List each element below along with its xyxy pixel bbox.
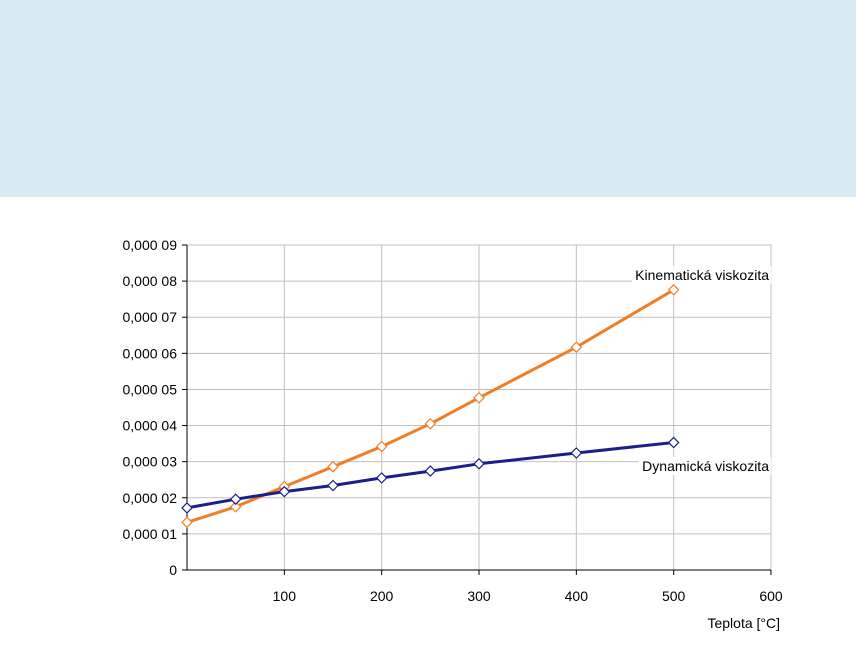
x-tick-label: 300 [467,588,491,604]
x-tick-label: 400 [565,588,589,604]
data-point-marker [375,472,388,484]
data-point-marker [375,440,388,453]
data-point-marker [327,460,339,473]
x-tick-label: 100 [273,588,297,604]
data-point-marker [570,341,583,354]
series-0 [181,283,680,529]
x-tick-label: 600 [759,588,783,604]
y-tick-labels: 0 0,000 01 0,000 02 0,000 03 0,000 04 0,000 0… [123,237,178,578]
data-point-marker [473,391,485,404]
data-point-marker [181,516,193,529]
x-tick-label: 200 [370,588,394,604]
y-tick-label: 0,000 06 [123,345,178,361]
y-tick-label: 0,000 03 [123,454,178,470]
x-tick-label: 500 [662,588,686,604]
axes [182,244,772,575]
data-point-marker [424,417,437,430]
data-point-marker [181,502,193,514]
y-tick-label: 0,000 05 [123,381,178,397]
series-label-background [632,266,772,284]
y-tick-label: 0,000 09 [123,237,178,253]
data-point-marker [667,283,680,296]
y-tick-label: 0 [169,562,177,578]
series-line [186,288,675,524]
data-point-marker [229,493,242,506]
data-point-marker [570,447,583,459]
y-tick-label: 0,000 07 [123,309,178,325]
series-labels: Kinematická viskozita Dynamická viskozita [632,266,772,475]
series [181,283,680,529]
y-tick-label: 0,000 02 [123,490,178,506]
y-tick-label: 0,000 01 [123,526,178,542]
series-1 [181,436,680,514]
y-tick-label: 0,000 04 [123,418,178,434]
x-axis-label: Teplota [°C] [707,615,780,631]
y-tick-label: 0,000 08 [123,273,178,289]
series-label-background [639,457,772,475]
series-label: Dynamická viskozita [642,458,769,474]
grid-lines [186,244,772,571]
header-band [0,0,856,197]
data-point-marker [424,465,437,477]
x-tick-labels: 100 200 300 400 500 600 [273,588,783,604]
data-point-marker [667,436,680,449]
data-point-marker [327,479,339,492]
data-point-marker [473,457,485,470]
series-label: Kinematická viskozita [635,267,769,283]
data-point-marker [278,485,291,498]
data-point-marker [229,500,242,513]
